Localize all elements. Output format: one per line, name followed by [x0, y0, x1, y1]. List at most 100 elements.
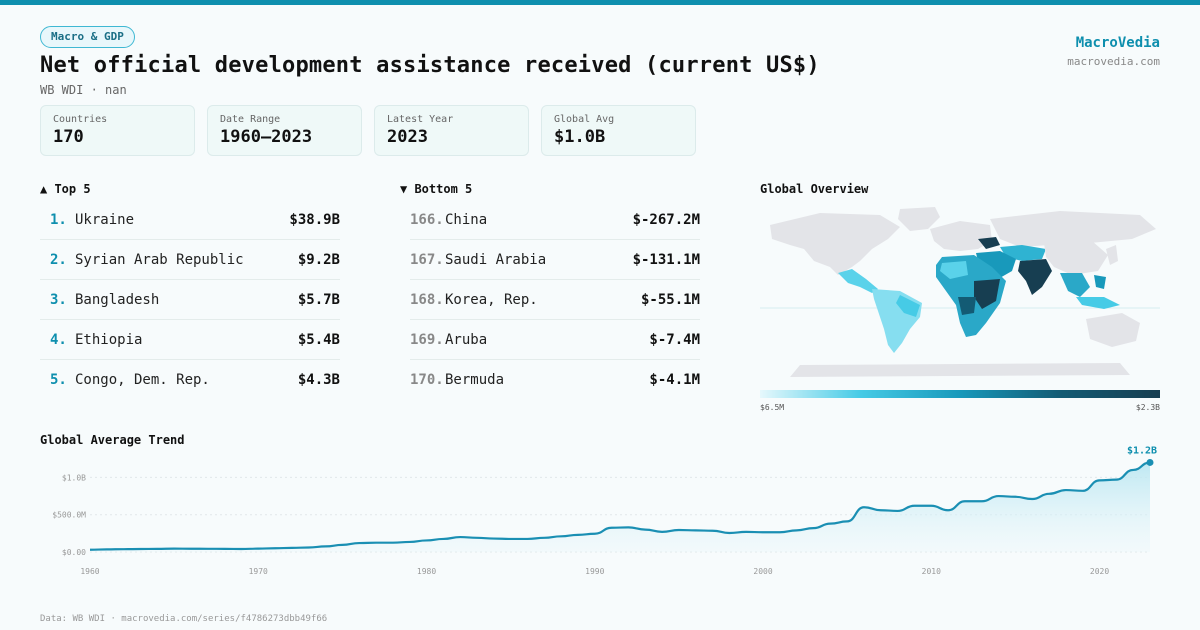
data-point-1972: [290, 546, 293, 549]
data-point-1967: [206, 547, 209, 550]
stat-label: Date Range: [220, 114, 281, 125]
stat-card-date-range: Date Range 1960–2023: [207, 105, 362, 156]
data-point-1980: [425, 539, 428, 542]
top5-list: 1. Ukraine $38.9B 2. Syrian Arab Republi…: [40, 200, 340, 400]
rank-number: 170.: [410, 372, 444, 388]
stat-value: 2023: [387, 127, 428, 147]
data-point-1973: [307, 546, 310, 549]
data-point-1969: [240, 548, 243, 551]
stat-label: Global Avg: [554, 114, 615, 125]
map-region-southeast-asia: [1060, 273, 1090, 297]
y-tick-label: $500.0M: [52, 511, 86, 520]
top5-title: ▲ Top 5: [40, 182, 91, 196]
stat-label: Latest Year: [387, 114, 454, 125]
top5-row[interactable]: 3. Bangladesh $5.7B: [40, 280, 340, 320]
data-point-2020: [1098, 479, 1101, 482]
map-region-east-africa: [974, 279, 1000, 309]
data-point-1981: [442, 537, 445, 540]
data-point-2001: [778, 531, 781, 534]
rank-number: 3.: [50, 292, 67, 308]
map-region-indonesia: [1076, 297, 1120, 309]
data-point-2021: [1115, 478, 1118, 481]
data-point-1970: [257, 547, 260, 550]
data-point-2015: [1014, 495, 1017, 498]
bottom5-row[interactable]: 170. Bermuda $-4.1M: [410, 360, 700, 400]
bottom5-title: ▼ Bottom 5: [400, 182, 473, 196]
bottom5-row[interactable]: 166. China $-267.2M: [410, 200, 700, 240]
bottom5-row[interactable]: 169. Aruba $-7.4M: [410, 320, 700, 360]
stat-card-countries: Countries 170: [40, 105, 195, 156]
rank-number: 169.: [410, 332, 444, 348]
data-point-1998: [728, 531, 731, 534]
map-region-middle-east: [976, 251, 1016, 279]
footer-source: Data: WB WDI · macrovedia.com/series/f47…: [40, 614, 328, 624]
map-region-north-america: [770, 213, 900, 275]
data-point-2022: [1132, 468, 1135, 471]
data-point-1964: [156, 547, 159, 550]
trend-line[interactable]: [89, 461, 1151, 551]
country-name: Congo, Dem. Rep.: [75, 372, 210, 388]
x-tick-label: 2000: [753, 567, 772, 576]
top5-row[interactable]: 2. Syrian Arab Republic $9.2B: [40, 240, 340, 280]
top5-row[interactable]: 5. Congo, Dem. Rep. $4.3B: [40, 360, 340, 400]
bottom5-list: 166. China $-267.2M 167. Saudi Arabia $-…: [410, 200, 700, 400]
top-accent-bar: [0, 0, 1200, 5]
rank-number: 5.: [50, 372, 67, 388]
map-region-north-africa: [940, 261, 968, 279]
data-point-2005: [846, 520, 849, 523]
data-point-1993: [644, 528, 647, 531]
data-point-2012: [963, 500, 966, 503]
brand-name[interactable]: MacroVedia: [1075, 35, 1160, 51]
map-region-japan: [1106, 245, 1118, 265]
data-point-1963: [139, 548, 142, 551]
data-point-1986: [526, 537, 529, 540]
data-point-1999: [745, 530, 748, 533]
data-point-2014: [997, 495, 1000, 498]
brand-url[interactable]: macrovedia.com: [1067, 55, 1160, 68]
map-region-russia: [990, 211, 1156, 247]
stat-value: 1960–2023: [220, 127, 313, 147]
x-tick-label: 2020: [1090, 567, 1109, 576]
data-point-1988: [560, 535, 563, 538]
stat-value: 170: [53, 127, 84, 147]
map-title: Global Overview: [760, 182, 869, 196]
stat-label: Countries: [53, 114, 108, 125]
data-point-1974: [324, 545, 327, 548]
data-point-2006: [862, 506, 865, 509]
map-region-ukraine: [978, 237, 1000, 249]
world-choropleth-map[interactable]: [760, 205, 1160, 380]
data-point-1971: [274, 547, 277, 550]
country-name: Bangladesh: [75, 292, 160, 308]
world-map-svg: [760, 207, 1160, 377]
data-point-2007: [879, 509, 882, 512]
data-point-2003: [812, 527, 815, 530]
page-title: Net official development assistance rece…: [40, 53, 820, 78]
trend-chart[interactable]: $0.00 $500.0M $1.0B 1960 1970 1980 1990 2000 20…: [0, 445, 1200, 585]
x-tick-label: 2010: [922, 567, 941, 576]
data-point-1976: [358, 542, 361, 545]
trend-area-fill: [90, 462, 1150, 552]
data-point-1991: [610, 526, 613, 529]
latest-value-dot[interactable]: [1146, 458, 1154, 466]
top5-row[interactable]: 1. Ukraine $38.9B: [40, 200, 340, 240]
data-point-1997: [711, 529, 714, 532]
y-tick-labels: $0.00 $500.0M $1.0B: [52, 473, 86, 557]
map-legend-gradient: [760, 390, 1160, 398]
trend-title: Global Average Trend: [40, 433, 185, 447]
x-tick-label: 1960: [80, 567, 99, 576]
data-point-1996: [694, 529, 697, 532]
stat-value: $1.0B: [554, 127, 606, 147]
data-point-1977: [375, 541, 378, 544]
data-point-2016: [1031, 498, 1034, 501]
category-tag[interactable]: Macro & GDP: [40, 26, 135, 48]
top5-row[interactable]: 4. Ethiopia $5.4B: [40, 320, 340, 360]
bottom5-row[interactable]: 168. Korea, Rep. $-55.1M: [410, 280, 700, 320]
data-point-2009: [913, 504, 916, 507]
data-point-1978: [391, 541, 394, 544]
x-tick-label: 1990: [585, 567, 604, 576]
data-point-1966: [189, 547, 192, 550]
country-value: $-7.4M: [649, 332, 700, 348]
country-name: Saudi Arabia: [445, 252, 547, 268]
bottom5-row[interactable]: 167. Saudi Arabia $-131.1M: [410, 240, 700, 280]
y-tick-label: $1.0B: [62, 473, 86, 482]
